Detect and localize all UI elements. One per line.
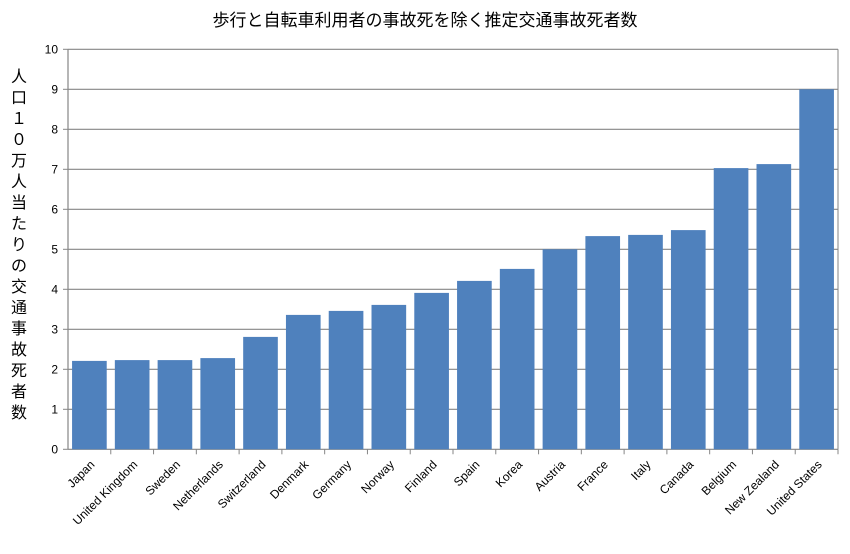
y-axis-label-char: 事 <box>11 319 27 338</box>
bar-japan <box>72 360 107 450</box>
y-tick-label: 3 <box>51 322 58 336</box>
y-axis-label-char: た <box>11 214 27 233</box>
bar-new-zealand <box>756 164 792 450</box>
bars <box>72 89 834 450</box>
y-tick-label: 4 <box>51 282 58 296</box>
y-axis-label-char: 交 <box>11 277 27 296</box>
bar-denmark <box>285 314 321 450</box>
bar-spain <box>457 280 492 450</box>
bar-finland <box>414 292 449 450</box>
y-axis-label-char: ０ <box>11 130 27 149</box>
bar-italy <box>628 234 663 450</box>
y-axis-label-char: 人 <box>11 67 27 86</box>
bar-germany <box>328 310 364 450</box>
y-axis-label-char: 万 <box>11 151 27 170</box>
y-axis-label-char: 通 <box>11 298 27 317</box>
y-tick-label: 2 <box>51 362 58 376</box>
y-tick-label: 1 <box>51 402 58 416</box>
y-axis-label-char: り <box>11 235 27 254</box>
x-category-label: Spain <box>451 458 483 490</box>
bar-switzerland <box>243 336 278 450</box>
y-axis-label-char: 口 <box>11 88 27 107</box>
y-axis-label-char: 故 <box>11 340 27 359</box>
y-tick-label: 0 <box>51 442 58 456</box>
bar-austria <box>542 249 578 450</box>
y-tick-label: 8 <box>51 122 58 136</box>
y-tick-label: 7 <box>51 162 58 176</box>
y-axis-label-char: 数 <box>11 403 27 422</box>
x-category-label: Austria <box>532 457 569 494</box>
x-category-label: Italy <box>628 458 653 483</box>
bar-united-states <box>799 89 834 450</box>
x-category-label: Korea <box>493 457 526 490</box>
x-category-label: Norway <box>358 458 397 497</box>
x-category-label: Canada <box>657 457 697 497</box>
y-tick-label: 6 <box>51 202 58 216</box>
y-tick-label: 10 <box>45 42 59 56</box>
x-category-label: Germany <box>309 458 354 503</box>
y-axis-label-char: 当 <box>11 193 27 212</box>
y-axis-ticks: 0 1 2 3 4 5 6 7 8 9 10 <box>45 42 59 456</box>
x-category-label: Sweden <box>142 458 183 499</box>
gridlines <box>63 48 839 455</box>
y-tick-label: 9 <box>51 82 58 96</box>
y-axis-label-char: 死 <box>11 361 27 380</box>
y-axis-label-char: 人 <box>11 172 27 191</box>
bar-norway <box>371 304 407 450</box>
chart-title: 歩行と自転車利用者の事故死を除く推定交通事故死者数 <box>213 11 638 31</box>
x-category-label: France <box>575 457 612 494</box>
bar-sweden <box>157 360 193 450</box>
y-axis-label-char: の <box>11 256 27 275</box>
y-axis-label-char: １ <box>11 109 27 128</box>
x-category-label: Belgium <box>699 458 740 499</box>
x-category-label: Denmark <box>267 457 312 502</box>
y-axis-label-char: 者 <box>11 382 27 401</box>
x-category-label: Finland <box>402 458 440 496</box>
bar-france <box>585 236 621 450</box>
x-category-label: Japan <box>64 458 97 491</box>
bar-united-kingdom <box>114 360 150 450</box>
bar-belgium <box>713 168 749 450</box>
bar-netherlands <box>200 358 236 450</box>
bar-korea <box>499 268 535 450</box>
bar-canada <box>670 230 706 450</box>
y-tick-label: 5 <box>51 242 58 256</box>
